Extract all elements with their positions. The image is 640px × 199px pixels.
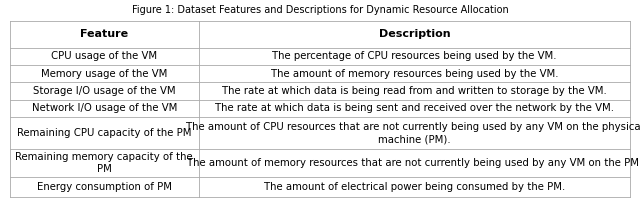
Text: Remaining CPU capacity of the PM: Remaining CPU capacity of the PM <box>17 128 191 138</box>
Text: Remaining memory capacity of the
PM: Remaining memory capacity of the PM <box>15 151 193 174</box>
Text: Storage I/O usage of the VM: Storage I/O usage of the VM <box>33 86 175 96</box>
Text: Feature: Feature <box>80 29 129 39</box>
Text: The amount of electrical power being consumed by the PM.: The amount of electrical power being con… <box>264 182 565 192</box>
Text: The amount of CPU resources that are not currently being used by any VM on the p: The amount of CPU resources that are not… <box>186 122 640 144</box>
Text: Description: Description <box>379 29 451 39</box>
Text: Memory usage of the VM: Memory usage of the VM <box>41 69 168 79</box>
Text: Energy consumption of PM: Energy consumption of PM <box>36 182 172 192</box>
Text: The rate at which data is being read from and written to storage by the VM.: The rate at which data is being read fro… <box>222 86 607 96</box>
Text: Figure 1: Dataset Features and Descriptions for Dynamic Resource Allocation: Figure 1: Dataset Features and Descripti… <box>132 5 508 15</box>
Text: The amount of memory resources that are not currently being used by any VM on th: The amount of memory resources that are … <box>187 158 640 168</box>
Text: The rate at which data is being sent and received over the network by the VM.: The rate at which data is being sent and… <box>215 103 614 113</box>
Text: CPU usage of the VM: CPU usage of the VM <box>51 51 157 61</box>
Text: The amount of memory resources being used by the VM.: The amount of memory resources being use… <box>271 69 559 79</box>
Text: The percentage of CPU resources being used by the VM.: The percentage of CPU resources being us… <box>273 51 557 61</box>
Text: Network I/O usage of the VM: Network I/O usage of the VM <box>31 103 177 113</box>
